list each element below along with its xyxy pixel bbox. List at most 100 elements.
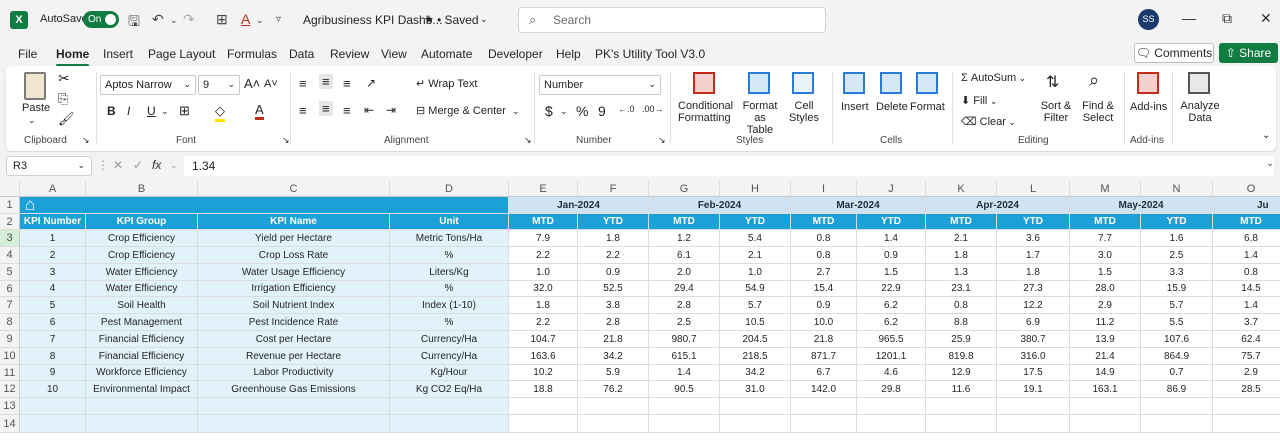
data-cell[interactable]: 5 [20, 297, 86, 314]
empty-cell[interactable] [1141, 415, 1213, 433]
format-as-table-icon[interactable] [748, 72, 770, 94]
undo-icon[interactable]: ↶ [152, 11, 164, 27]
tab-pk-utility[interactable]: PK's Utility Tool V3.0 [595, 47, 706, 61]
empty-cell[interactable] [857, 398, 926, 415]
worksheet-grid[interactable]: A B C D E F G H I J K L M N O 1 2 3 4 5 6 7 8 9 10 11 12 13 14 ⌂ Jan-2… [0, 181, 1280, 448]
empty-cell[interactable] [86, 415, 198, 433]
data-cell[interactable]: 3.8 [578, 297, 649, 314]
data-cell[interactable]: 2.8 [649, 297, 720, 314]
data-cell[interactable]: 1.6 [1141, 230, 1213, 247]
data-cell[interactable]: 6.2 [857, 314, 926, 331]
underline-dropdown-icon[interactable]: ⌄ [161, 106, 169, 116]
align-right-icon[interactable]: ≡ [343, 103, 351, 118]
column-header[interactable]: K [926, 181, 997, 197]
empty-cell[interactable] [997, 398, 1070, 415]
data-cell[interactable]: 0.8 [926, 297, 997, 314]
insert-function-icon[interactable]: fx [152, 158, 162, 172]
data-cell[interactable]: 23.1 [926, 281, 997, 297]
empty-cell[interactable] [720, 398, 791, 415]
close-icon[interactable]: ✕ [1260, 10, 1272, 26]
row-header[interactable]: 11 [0, 365, 20, 381]
align-top-icon[interactable]: ≡ [299, 76, 307, 91]
data-cell[interactable]: 6.2 [857, 297, 926, 314]
empty-cell[interactable] [720, 415, 791, 433]
row-header[interactable]: 1 [0, 197, 20, 214]
empty-cell[interactable] [509, 398, 578, 415]
fx-dropdown-icon[interactable]: ⌄ [170, 160, 178, 170]
merge-center-button[interactable]: ⊟ Merge & Center ⌄ [416, 104, 519, 117]
conditional-formatting-icon[interactable] [693, 72, 715, 94]
data-cell[interactable]: 15.4 [791, 281, 857, 297]
data-cell[interactable]: 2.2 [509, 247, 578, 264]
format-painter-icon[interactable]: 🖌 [58, 111, 75, 126]
sort-filter-button[interactable]: Sort & Filter [1036, 100, 1076, 124]
data-cell[interactable]: 10 [20, 381, 86, 398]
data-cell[interactable]: 2.8 [578, 314, 649, 331]
borders-icon[interactable]: ⊞ [179, 103, 190, 118]
data-cell[interactable]: 6 [20, 314, 86, 331]
data-cell[interactable]: Irrigation Efficiency [198, 281, 390, 297]
paste-icon[interactable] [24, 72, 46, 100]
data-cell[interactable]: 14.9 [1070, 365, 1141, 381]
tab-insert[interactable]: Insert [103, 47, 134, 61]
column-header[interactable]: N [1141, 181, 1213, 197]
data-cell[interactable]: 12.9 [926, 365, 997, 381]
data-cell[interactable]: 5.4 [720, 230, 791, 247]
data-cell[interactable]: 0.8 [1213, 264, 1280, 281]
data-cell[interactable]: 163.1 [1070, 381, 1141, 398]
italic-icon[interactable]: I [127, 104, 131, 118]
data-cell[interactable]: 90.5 [649, 381, 720, 398]
data-cell[interactable]: 1.2 [649, 230, 720, 247]
row-header[interactable]: 4 [0, 247, 20, 264]
data-cell[interactable]: 4.6 [857, 365, 926, 381]
data-cell[interactable]: 86.9 [1141, 381, 1213, 398]
align-left-icon[interactable]: ≡ [299, 103, 307, 118]
data-cell[interactable]: 11.2 [1070, 314, 1141, 331]
data-cell[interactable]: Currency/Ha [390, 331, 509, 348]
data-cell[interactable]: 52.5 [578, 281, 649, 297]
row-header[interactable]: 14 [0, 415, 20, 433]
empty-cell[interactable] [997, 415, 1070, 433]
add-ins-icon[interactable] [1137, 72, 1159, 94]
data-cell[interactable]: 22.9 [857, 281, 926, 297]
row-header[interactable]: 12 [0, 381, 20, 398]
column-header[interactable]: I [791, 181, 857, 197]
data-cell[interactable]: 3.6 [997, 230, 1070, 247]
empty-cell[interactable] [649, 415, 720, 433]
font-color-icon[interactable]: A [255, 102, 264, 120]
row-header[interactable]: 2 [0, 214, 20, 230]
empty-cell[interactable] [578, 398, 649, 415]
empty-cell[interactable] [857, 415, 926, 433]
data-cell[interactable]: 1.8 [509, 297, 578, 314]
data-cell[interactable]: 1.4 [1213, 297, 1280, 314]
data-cell[interactable]: 10.5 [720, 314, 791, 331]
decrease-decimal-icon[interactable]: .00→ [642, 104, 664, 114]
increase-decimal-icon[interactable]: ←.0 [618, 104, 635, 114]
data-cell[interactable]: 29.8 [857, 381, 926, 398]
paste-dropdown-icon[interactable]: ⌄ [28, 115, 36, 125]
data-cell[interactable]: 980.7 [649, 331, 720, 348]
insert-cells-icon[interactable] [843, 72, 865, 94]
empty-cell[interactable] [390, 415, 509, 433]
data-cell[interactable]: Greenhouse Gas Emissions [198, 381, 390, 398]
data-cell[interactable]: 3.7 [1213, 314, 1280, 331]
format-cells-button[interactable]: Format [910, 101, 945, 113]
empty-cell[interactable] [86, 398, 198, 415]
copy-icon[interactable]: ⎘ [58, 91, 69, 106]
font-color-dropdown-icon[interactable]: ⌄ [256, 15, 264, 25]
data-cell[interactable]: 12.2 [997, 297, 1070, 314]
data-cell[interactable]: 0.8 [791, 247, 857, 264]
data-cell[interactable]: Kg/Hour [390, 365, 509, 381]
data-cell[interactable]: 8.8 [926, 314, 997, 331]
data-cell[interactable]: 615.1 [649, 348, 720, 365]
tab-formulas[interactable]: Formulas [227, 47, 278, 61]
data-cell[interactable]: Water Efficiency [86, 281, 198, 297]
analyze-data-icon[interactable] [1188, 72, 1210, 94]
data-cell[interactable]: Index (1-10) [390, 297, 509, 314]
column-header[interactable]: J [857, 181, 926, 197]
empty-cell[interactable] [1213, 415, 1280, 433]
data-cell[interactable]: 54.9 [720, 281, 791, 297]
data-cell[interactable]: 965.5 [857, 331, 926, 348]
conditional-formatting-button[interactable]: Conditional Formatting [678, 100, 733, 124]
data-cell[interactable]: 142.0 [791, 381, 857, 398]
